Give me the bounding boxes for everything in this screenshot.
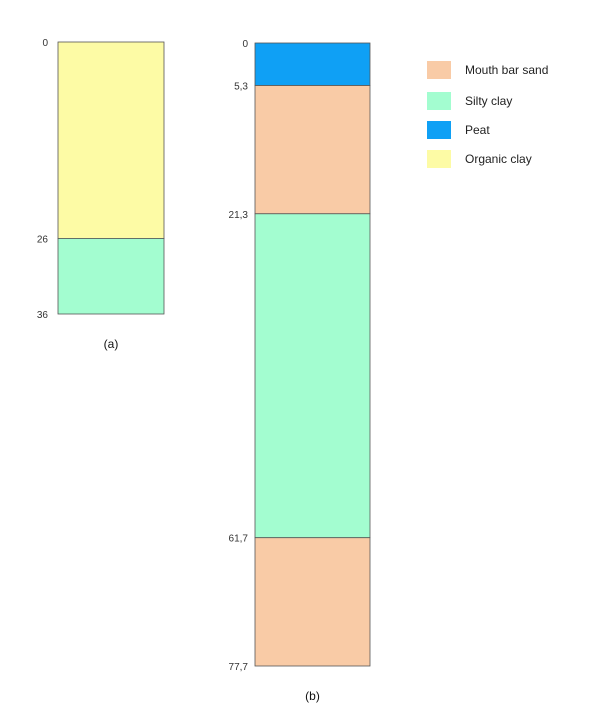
layer-peat [254,42,371,86]
soil-column-b: 0 5,3 21,3 61,7 77,7 (b) [229,39,371,703]
layer-silty-clay [57,238,165,315]
legend-swatch [427,92,451,110]
depth-label: 0 [242,39,248,50]
column-caption: (a) [104,337,119,351]
legend-swatch [427,121,451,139]
legend-label: Organic clay [465,152,532,166]
depth-label: 26 [37,234,49,245]
layer-organic-clay [57,41,165,239]
legend-label: Peat [465,123,490,137]
legend-label: Mouth bar sand [465,63,548,77]
depth-label: 21,3 [229,210,249,221]
legend: Mouth bar sand Silty clay Peat Organic clay [427,61,548,168]
depth-label: 5,3 [234,81,248,92]
depth-label: 36 [37,310,49,321]
legend-swatch [427,150,451,168]
column-caption: (b) [305,689,320,703]
soil-column-a: 0 26 36 (a) [37,38,165,351]
depth-label: 61,7 [229,534,249,545]
legend-label: Silty clay [465,94,512,108]
depth-label: 77,7 [229,662,249,673]
layer-mouth-bar-sand [254,537,371,667]
depth-label: 0 [42,38,48,49]
legend-swatch [427,61,451,79]
layer-mouth-bar-sand [254,85,371,215]
layer-silty-clay [254,213,371,539]
